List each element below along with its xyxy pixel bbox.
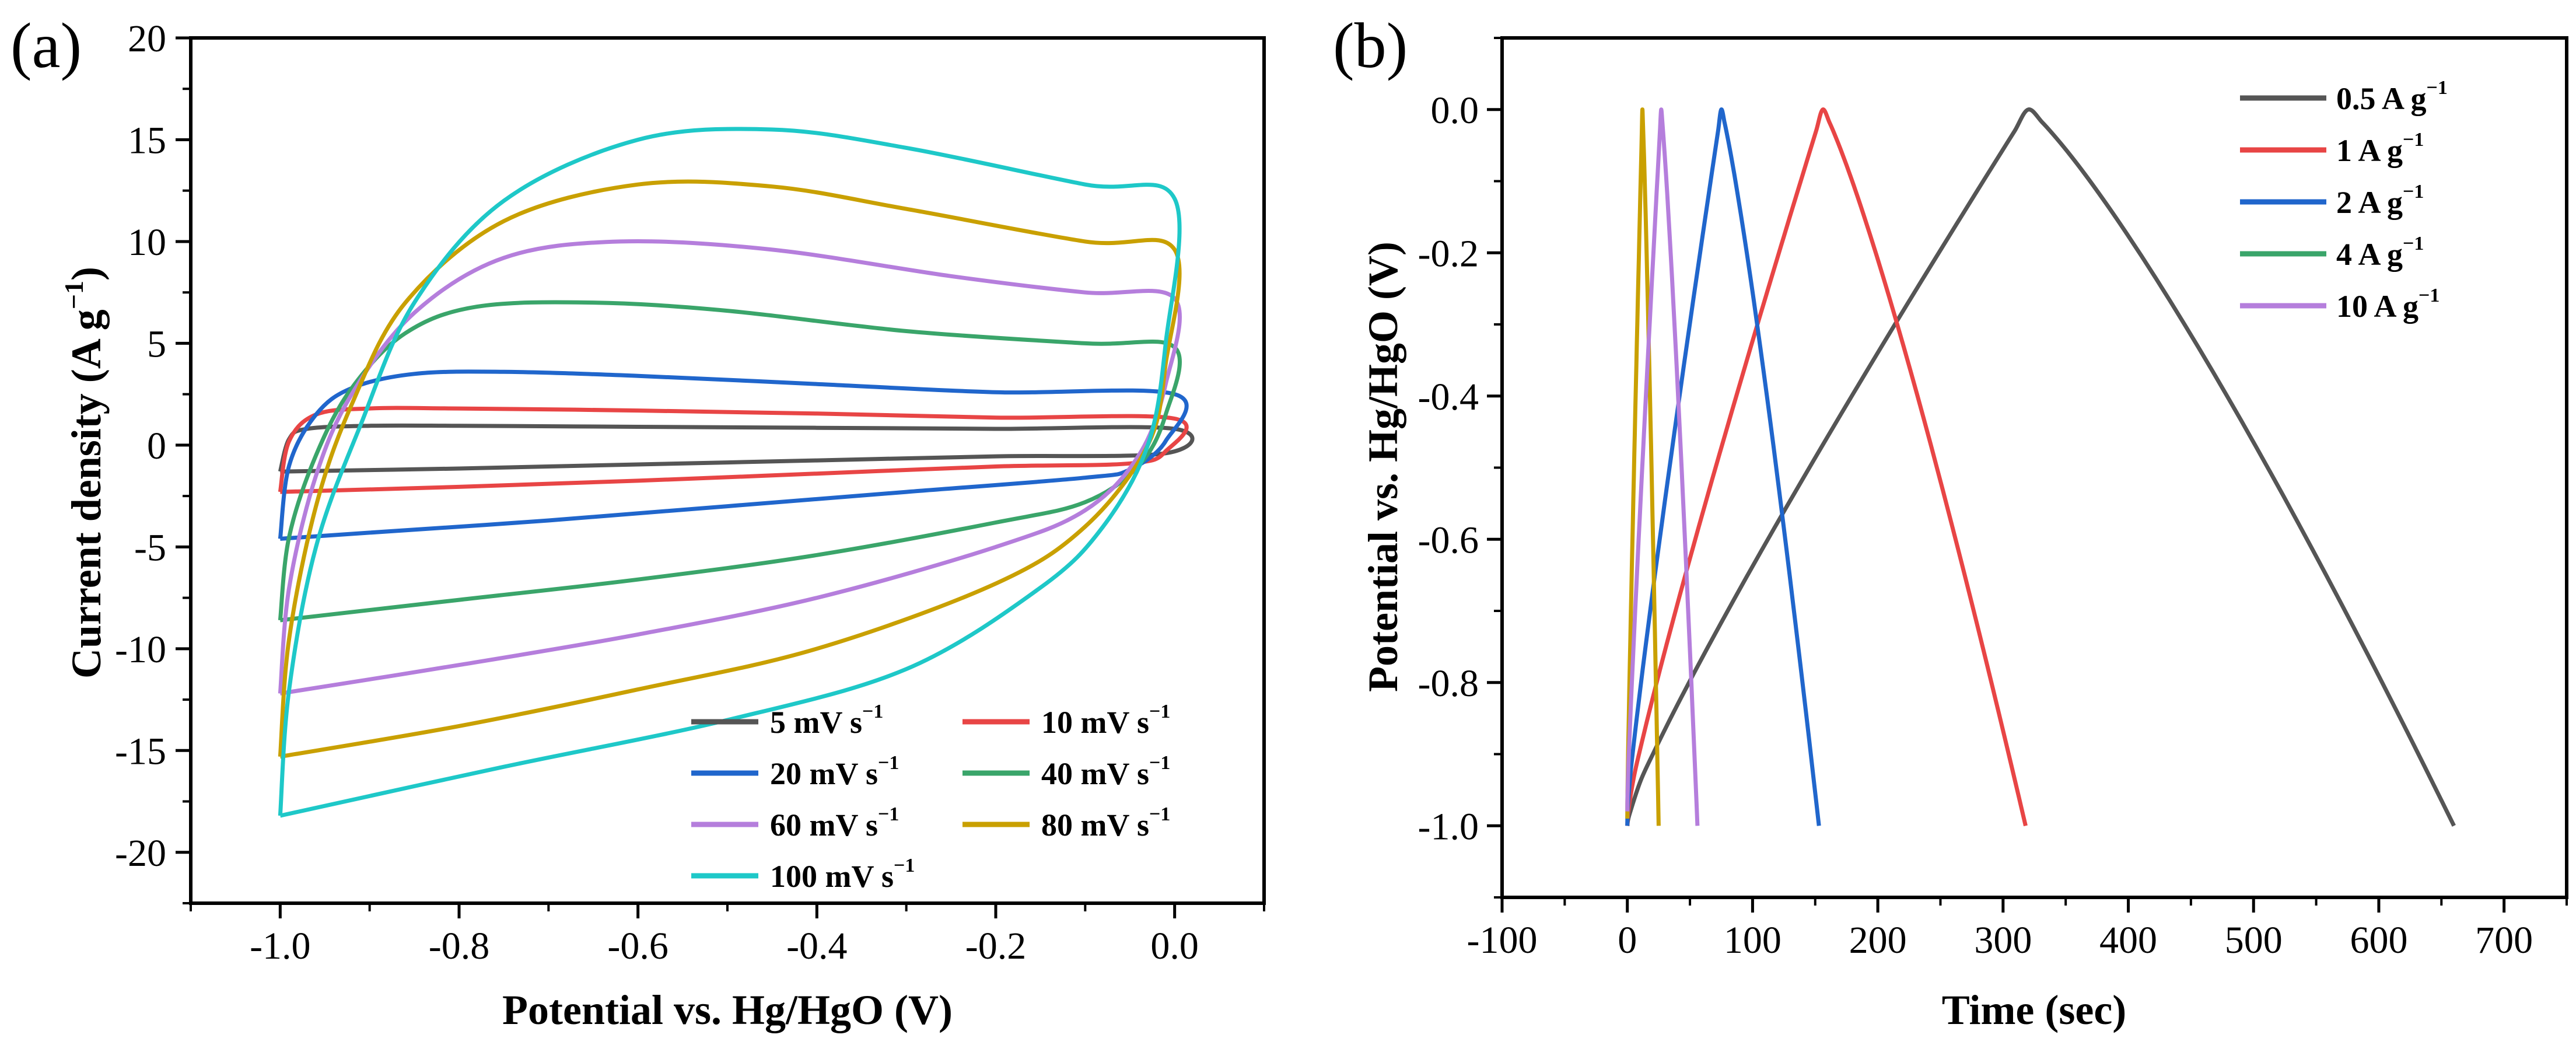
legend-label: 4 A g−1 [2336,233,2424,272]
y-tick-label: -10 [115,628,166,671]
legend-label: 60 mV s−1 [770,803,899,843]
legend-label: 40 mV s−1 [1041,752,1170,791]
x-tick-label: -0.2 [965,925,1026,967]
y-tick-label: 0 [147,425,166,467]
panel-a-x-axis-title: Potential vs. Hg/HgO (V) [502,987,953,1033]
x-tick-label: 200 [1849,919,1907,962]
panel-b-frame [1500,36,2568,899]
cv-curve-5 [278,179,1182,759]
legend-label-sup: −1 [2418,285,2440,306]
legend-label-main: 100 mV s [770,859,894,894]
x-tick-label: 700 [2475,919,2533,962]
legend-label-sup: −1 [878,803,899,825]
gcd-curve-4 [1625,107,1700,826]
legend-label-sup: −1 [2403,181,2424,202]
gcd-curve-1 [1625,107,2028,827]
x-tick-label: 600 [2350,919,2407,962]
y-tick-label: -20 [115,832,166,875]
panel-b-legend: 0.5 A g−11 A g−12 A g−14 A g−110 A g−1 [2240,77,2448,324]
panel-a-y-axis-title: Current density (A g−1) [59,267,110,679]
legend-label-sup: −1 [1149,752,1170,774]
y-tick-label: -5 [134,526,166,569]
x-tick-label: 300 [1974,919,2032,962]
legend-label-main: 2 A g [2336,185,2403,220]
cv-curve-6 [278,127,1182,818]
y-tick-label: 5 [147,323,166,365]
legend-label: 10 A g−1 [2336,285,2440,324]
legend-label-sup: −1 [1149,803,1170,825]
legend-label-main: 10 mV s [1041,705,1149,740]
x-tick-label: 0 [1618,919,1637,962]
legend-label-sup: −1 [2403,233,2424,254]
panel-b: (b) -100 0 100 200 300 400 500 600 700 0.0 -0.2 -0.… [1333,10,2568,1033]
panel-b-label: (b) [1333,10,1408,81]
legend-label-sup: −1 [2427,77,2448,99]
legend-label: 100 mV s−1 [770,855,915,894]
legend-label: 5 mV s−1 [770,701,883,740]
y-tick-label: 15 [128,119,166,162]
legend-label: 2 A g−1 [2336,181,2424,220]
legend-label-main: 5 mV s [770,705,862,740]
panel-a-curves [278,127,1195,818]
legend-label-main: 0.5 A g [2336,81,2427,116]
legend-label-main: 4 A g [2336,237,2403,272]
x-tick-label: -1.0 [250,925,310,967]
x-tick-label: 400 [2099,919,2157,962]
panel-b-ticks: -100 0 100 200 300 400 500 600 700 0.0 -0.2 -0.4 -0.… [1418,37,2568,962]
legend-label-sup: −1 [2403,129,2424,151]
y-tick-label: -0.4 [1418,376,1479,418]
legend-label-main: 1 A g [2336,133,2403,168]
gcd-curve-3 [1625,107,1661,826]
x-tick-label: -0.4 [786,925,847,967]
legend-label: 20 mV s−1 [770,752,899,791]
panel-a-ticks: -1.0 -0.8 -0.6 -0.4 -0.2 0.0 -20 -15 -10 -5 0 5 10 15… [115,18,1265,967]
x-tick-label: -100 [1467,919,1538,962]
cv-curve-2 [278,369,1189,541]
panel-b-curves [1625,107,2456,827]
panel-b-y-axis-title: Potential vs. Hg/HgO (V) [1360,242,1406,692]
legend-label-main: 60 mV s [770,808,878,843]
x-tick-label: 0.0 [1150,925,1199,967]
legend-label-sup: −1 [862,701,883,722]
panel-a-label: (a) [10,10,82,81]
x-tick-label: -0.8 [429,925,489,967]
legend-label: 80 mV s−1 [1041,803,1170,843]
panel-a-y-title-main: Current density (A g [63,309,110,679]
legend-label-main: 20 mV s [770,756,878,791]
y-tick-label: -15 [115,730,166,773]
legend-label: 1 A g−1 [2336,129,2424,168]
y-tick-label: 10 [128,221,166,264]
legend-label: 10 mV s−1 [1041,701,1170,740]
x-tick-label: 100 [1724,919,1782,962]
legend-label-main: 40 mV s [1041,756,1149,791]
panel-a-legend: 5 mV s−1 10 mV s−120 mV s−1 40 mV s−160 mV… [691,701,1170,894]
panel-a-y-title-end: ) [63,267,110,281]
legend-label-main: 10 A g [2336,289,2418,324]
x-tick-label: -0.6 [607,925,668,967]
legend-label: 0.5 A g−1 [2336,77,2448,116]
gcd-curve-2 [1625,107,1821,826]
legend-label-sup: −1 [894,855,915,876]
legend-label-main: 80 mV s [1041,808,1149,843]
y-tick-label: -0.2 [1418,232,1479,275]
y-tick-label: 0.0 [1431,89,1479,132]
y-tick-label: -1.0 [1418,805,1479,848]
panel-a-y-title-sup: −1 [59,281,89,309]
legend-label-sup: −1 [878,752,899,774]
y-tick-label: -0.8 [1418,662,1479,705]
panel-a: (a) -1.0 -0.8 -0.6 -0.4 -0.2 0.0 -20 -15 -10 -5 0 5… [10,10,1266,1033]
cv-curve-0 [278,423,1195,474]
panel-b-x-axis-title: Time (sec) [1942,987,2127,1033]
x-tick-label: 500 [2225,919,2283,962]
legend-label-sup: −1 [1149,701,1170,722]
gcd-curve-0 [1625,107,2456,827]
panel-a-frame [189,36,1266,905]
y-tick-label: -0.6 [1418,519,1479,561]
y-tick-label: 20 [128,18,166,60]
